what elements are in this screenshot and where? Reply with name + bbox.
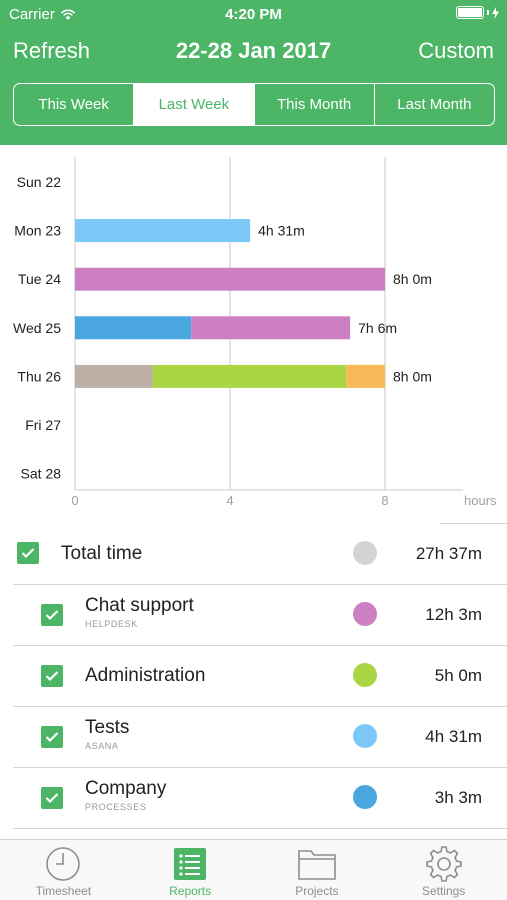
chart-bar-segment xyxy=(75,219,251,243)
project-client: HELPDESK xyxy=(85,619,138,629)
chart-data-label: 4h 31m xyxy=(258,223,305,239)
chart-category-label: Thu 26 xyxy=(17,368,61,384)
project-checkbox[interactable] xyxy=(41,665,63,687)
project-checkbox[interactable] xyxy=(41,604,63,626)
divider xyxy=(13,767,507,768)
project-row-chat-support[interactable]: Chat support HELPDESK 12h 3m xyxy=(0,584,507,645)
hours-chart: Sun 22 Mon 23 4h 31m Tue 24 8h 0m Wed 25 7h 6m… xyxy=(0,145,507,525)
project-color-dot xyxy=(353,724,377,748)
checkmark-icon xyxy=(45,793,59,804)
chart-category-label: Mon 23 xyxy=(14,223,61,239)
divider xyxy=(13,828,507,829)
project-duration: 4h 31m xyxy=(425,727,482,746)
chart-tick-label: 8 xyxy=(381,493,388,508)
chart-category-label: Sat 28 xyxy=(21,466,62,482)
status-carrier: Carrier xyxy=(9,6,76,23)
project-row-company[interactable]: Company PROCESSES 3h 3m xyxy=(0,767,507,828)
divider xyxy=(13,584,507,585)
project-duration: 5h 0m xyxy=(434,666,482,685)
tab-label: Projects xyxy=(295,884,339,898)
project-row-tests[interactable]: Tests ASANA 4h 31m xyxy=(0,706,507,767)
tab-label: Timesheet xyxy=(35,884,92,898)
wifi-icon xyxy=(60,9,75,20)
battery-icon xyxy=(456,6,499,19)
charging-bolt-icon xyxy=(492,6,499,19)
status-time: 4:20 PM xyxy=(225,6,282,23)
project-name: Company xyxy=(85,778,167,799)
folder-icon xyxy=(298,850,336,880)
project-checkbox[interactable] xyxy=(41,787,63,809)
chart-data-label: 8h 0m xyxy=(393,368,432,384)
divider xyxy=(13,706,507,707)
project-name: Tests xyxy=(85,717,130,738)
custom-button[interactable]: Custom xyxy=(418,38,494,63)
total-time-row[interactable]: Total time 27h 37m xyxy=(0,523,507,584)
chart-category-label: Sun 22 xyxy=(17,174,62,190)
segment-this-month[interactable]: This Month xyxy=(255,84,375,125)
tab-label: Settings xyxy=(421,884,466,898)
project-name: Chat support xyxy=(85,595,194,616)
chart-bar-segment xyxy=(75,267,385,291)
carrier-label: Carrier xyxy=(9,6,55,23)
chart-bar-segment xyxy=(152,364,347,388)
tab-projects[interactable]: Projects xyxy=(254,840,381,900)
refresh-button[interactable]: Refresh xyxy=(13,38,91,63)
checkmark-icon xyxy=(45,732,59,743)
total-checkbox[interactable] xyxy=(17,542,39,564)
divider xyxy=(13,645,507,646)
segment-this-week[interactable]: This Week xyxy=(14,84,135,125)
project-row-administration[interactable]: Administration 5h 0m xyxy=(0,645,507,706)
project-client: ASANA xyxy=(85,741,119,751)
project-duration: 12h 3m xyxy=(425,605,482,624)
checkmark-icon xyxy=(21,548,35,559)
chart-x-axis-label: hours xyxy=(464,493,497,508)
chart-bar-segment xyxy=(191,316,351,340)
tab-reports[interactable]: Reports xyxy=(127,840,254,900)
checkmark-icon xyxy=(45,610,59,621)
tab-label: Reports xyxy=(169,884,212,898)
chart-data-label: 7h 6m xyxy=(358,320,397,336)
project-color-dot xyxy=(353,785,377,809)
project-color-dot xyxy=(353,663,377,687)
chart-bar-segment xyxy=(346,364,385,388)
header: Carrier 4:20 PM Refresh 22-28 Jan 2017 C… xyxy=(0,0,507,145)
chart-category-label: Tue 24 xyxy=(18,271,61,287)
clock-icon xyxy=(46,847,81,881)
total-duration: 27h 37m xyxy=(415,544,482,563)
chart-tick-label: 4 xyxy=(226,493,233,508)
total-color-dot xyxy=(353,541,377,565)
project-color-dot xyxy=(353,602,377,626)
project-duration: 3h 3m xyxy=(434,788,482,807)
segment-last-month[interactable]: Last Month xyxy=(397,96,472,113)
total-time-label: Total time xyxy=(61,543,143,564)
checkmark-icon xyxy=(45,671,59,682)
segment-last-week[interactable]: Last Week xyxy=(134,84,255,125)
hours-bar-chart: Sun 22 Mon 23 4h 31m Tue 24 8h 0m Wed 25 7h 6m… xyxy=(13,157,497,508)
status-bar: Carrier 4:20 PM xyxy=(0,0,507,28)
tab-timesheet[interactable]: Timesheet xyxy=(0,840,127,900)
tab-bar: Timesheet Reports Projects xyxy=(0,839,507,900)
chart-tick-label: 0 xyxy=(71,493,78,508)
divider xyxy=(440,523,507,524)
project-name: Administration xyxy=(85,665,206,686)
chart-category-label: Fri 27 xyxy=(25,417,61,433)
period-segmented-control: This Week Last Week This Month Last Mont… xyxy=(13,83,495,126)
project-client: PROCESSES xyxy=(85,802,147,812)
chart-bar-segment xyxy=(75,316,192,340)
chart-data-label: 8h 0m xyxy=(393,271,432,287)
list-report-icon xyxy=(174,848,207,880)
chart-category-label: Wed 25 xyxy=(13,320,61,336)
tab-settings[interactable]: Settings xyxy=(380,840,507,900)
chart-bar-segment xyxy=(75,364,153,388)
date-range-title: 22-28 Jan 2017 xyxy=(175,38,332,63)
project-checkbox[interactable] xyxy=(41,726,63,748)
gear-icon xyxy=(425,846,462,882)
